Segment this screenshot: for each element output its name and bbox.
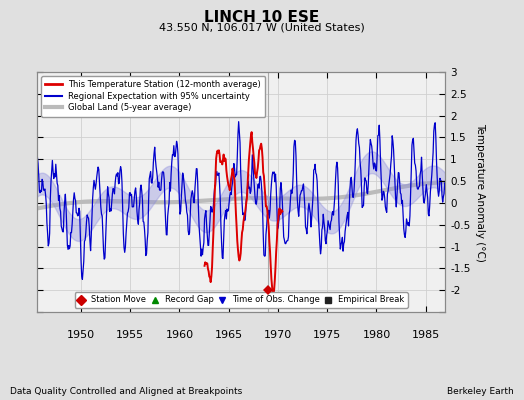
Text: 1965: 1965 bbox=[215, 330, 243, 340]
Y-axis label: Temperature Anomaly (°C): Temperature Anomaly (°C) bbox=[475, 122, 485, 262]
Text: Data Quality Controlled and Aligned at Breakpoints: Data Quality Controlled and Aligned at B… bbox=[10, 387, 243, 396]
Legend: Station Move, Record Gap, Time of Obs. Change, Empirical Break: Station Move, Record Gap, Time of Obs. C… bbox=[74, 292, 408, 308]
Text: Berkeley Earth: Berkeley Earth bbox=[447, 387, 514, 396]
Text: LINCH 10 ESE: LINCH 10 ESE bbox=[204, 10, 320, 25]
Text: 1980: 1980 bbox=[362, 330, 390, 340]
Text: 1955: 1955 bbox=[116, 330, 144, 340]
Text: 1985: 1985 bbox=[411, 330, 440, 340]
Text: 1975: 1975 bbox=[313, 330, 341, 340]
Text: 43.550 N, 106.017 W (United States): 43.550 N, 106.017 W (United States) bbox=[159, 22, 365, 32]
Text: 1960: 1960 bbox=[166, 330, 193, 340]
Text: 1970: 1970 bbox=[264, 330, 292, 340]
Text: 1950: 1950 bbox=[67, 330, 95, 340]
